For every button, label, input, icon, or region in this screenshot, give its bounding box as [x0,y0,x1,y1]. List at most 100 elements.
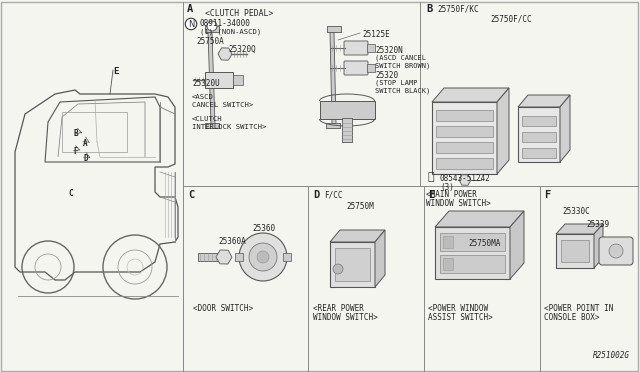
Text: <CLUTCH: <CLUTCH [192,116,223,122]
Text: <POWER WINDOW: <POWER WINDOW [428,304,488,313]
Bar [432,102,497,174]
Text: WINDOW SWITCH>: WINDOW SWITCH> [313,313,378,322]
Text: Ⓢ: Ⓢ [428,172,435,182]
FancyBboxPatch shape [344,61,368,75]
Circle shape [609,244,623,258]
Text: (1) (NON-ASCD): (1) (NON-ASCD) [200,28,261,35]
Text: C: C [188,190,195,200]
Circle shape [257,251,269,263]
Text: 25750F/CC: 25750F/CC [490,14,532,23]
Bar [367,44,375,52]
Text: 25320U: 25320U [192,79,220,88]
Text: F: F [73,147,77,156]
Bar [367,64,375,72]
Polygon shape [432,88,509,102]
Bar [326,123,340,128]
Polygon shape [518,95,570,107]
Bar [342,118,352,142]
Text: R251002G: R251002G [593,351,630,360]
Circle shape [249,243,277,271]
Text: 25360: 25360 [252,224,275,233]
Bar [436,126,493,137]
Bar [62,112,127,152]
Text: <DOOR SWITCH>: <DOOR SWITCH> [193,304,253,313]
Polygon shape [560,95,570,162]
Polygon shape [330,32,336,124]
Text: <CLUTCH PEDAL>: <CLUTCH PEDAL> [205,9,273,18]
Bar [320,101,375,119]
Bar [518,107,560,162]
Bar [556,234,594,268]
Bar [235,253,243,261]
Text: C: C [68,189,72,198]
Bar [327,26,341,32]
Text: <POWER POINT IN: <POWER POINT IN [544,304,613,313]
Bar [443,258,453,270]
Bar [330,242,375,287]
Text: 25320Q: 25320Q [228,45,256,54]
Text: D: D [83,154,88,163]
Bar [205,72,233,88]
Bar [283,253,291,261]
Text: <ASCD: <ASCD [192,94,214,100]
Bar [440,233,505,251]
Text: D: D [313,190,319,200]
Bar [522,132,556,142]
Text: 08543-51242: 08543-51242 [440,174,491,183]
Polygon shape [497,88,509,174]
Text: 25750A: 25750A [196,37,224,46]
Bar [522,148,556,158]
Text: INTERLOCK SWITCH>: INTERLOCK SWITCH> [192,124,266,130]
Text: SWITCH BLACK): SWITCH BLACK) [375,87,430,93]
Text: A: A [83,139,88,148]
Text: F: F [544,190,550,200]
Bar [436,110,493,121]
Text: 25320: 25320 [375,71,398,80]
Polygon shape [556,224,603,234]
Polygon shape [208,32,215,124]
Bar [205,123,219,128]
Text: F/CC: F/CC [324,190,342,199]
FancyBboxPatch shape [344,41,368,55]
Bar [522,116,556,126]
Text: N: N [188,19,194,29]
Text: 25360A: 25360A [218,237,246,246]
Text: (ASCD CANCEL: (ASCD CANCEL [375,54,426,61]
Polygon shape [375,230,385,287]
Bar [436,158,493,169]
Text: (STOP LAMP: (STOP LAMP [375,79,417,86]
Polygon shape [435,211,524,227]
FancyBboxPatch shape [599,237,633,265]
Text: WINDOW SWITCH>: WINDOW SWITCH> [426,199,491,208]
Bar [561,240,589,262]
Polygon shape [510,211,524,279]
Text: B: B [73,129,77,138]
Text: 25750F/KC: 25750F/KC [437,4,479,13]
Text: (3): (3) [440,183,454,192]
Text: SWITCH BROWN): SWITCH BROWN) [375,62,430,68]
Text: <MAIN POWER: <MAIN POWER [426,190,477,199]
Polygon shape [594,224,603,268]
Text: E: E [428,190,435,200]
Text: 25750MA: 25750MA [468,239,500,248]
Polygon shape [330,230,385,242]
Bar [205,26,219,32]
Text: CANCEL SWITCH>: CANCEL SWITCH> [192,102,253,108]
Text: 08911-34000: 08911-34000 [200,19,251,28]
Circle shape [239,233,287,281]
Text: A: A [187,4,193,14]
Text: 25330C: 25330C [562,207,589,216]
Bar [435,227,510,279]
Text: E: E [113,67,118,76]
Text: <REAR POWER: <REAR POWER [313,304,364,313]
Text: 25339: 25339 [586,220,609,229]
Bar [443,236,453,248]
Text: 25750M: 25750M [346,202,374,211]
Bar [233,75,243,85]
Text: ASSIST SWITCH>: ASSIST SWITCH> [428,313,493,322]
Text: CONSOLE BOX>: CONSOLE BOX> [544,313,600,322]
Bar [440,255,505,273]
Bar [198,253,220,261]
Circle shape [333,264,343,274]
Circle shape [207,21,217,31]
